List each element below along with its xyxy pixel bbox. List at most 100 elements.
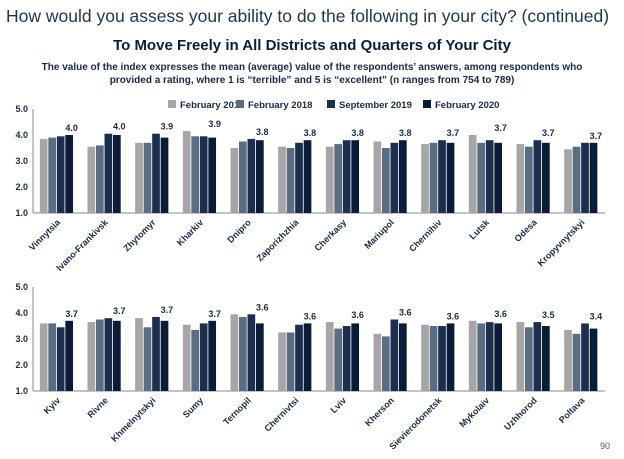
chart-note: The value of the index expresses the mea…: [41, 62, 583, 86]
bar: [564, 329, 572, 391]
chart-subtitle: To Move Freely in All Districts and Quar…: [113, 37, 511, 54]
bar: [191, 136, 200, 213]
bar: [239, 316, 247, 391]
bar: [477, 323, 486, 391]
bar: [182, 131, 191, 213]
bar: [446, 323, 455, 391]
bar: [295, 324, 303, 391]
category-label: Kharkiv: [175, 217, 205, 247]
bar: [373, 333, 382, 391]
bar: [516, 322, 525, 391]
category-label: Rivne: [86, 395, 110, 419]
bar: [239, 141, 247, 213]
data-label: 3.7: [161, 305, 174, 315]
y-tick-label: 2.0: [15, 360, 28, 370]
bar: [542, 326, 550, 391]
bar: [247, 314, 256, 391]
category-label: Poltava: [557, 395, 587, 425]
bar: [256, 140, 264, 213]
bar: [208, 320, 217, 391]
legend-swatch: [168, 100, 176, 108]
bar: [325, 322, 334, 391]
data-label: 4.0: [65, 123, 78, 133]
bar: [160, 320, 169, 391]
legend-label: February 2017: [180, 100, 244, 111]
bar: [48, 323, 57, 391]
bar: [429, 326, 438, 391]
legend-label: February 2018: [248, 100, 312, 111]
data-label: 3.5: [542, 310, 555, 320]
bar: [581, 323, 589, 391]
data-label: 3.7: [113, 306, 126, 316]
bar: [143, 327, 152, 391]
bar: [382, 336, 390, 391]
bar: [572, 146, 581, 213]
category-label: Khmelnytskyi: [109, 395, 157, 443]
data-label: 3.6: [304, 311, 317, 321]
bar: [533, 322, 542, 391]
bar: [286, 148, 295, 213]
bar: [525, 146, 533, 213]
bar: [438, 326, 446, 391]
bar: [373, 141, 382, 213]
category-label: Chernivtsi: [262, 395, 300, 433]
bar: [96, 145, 104, 213]
y-tick-label: 2.0: [15, 182, 28, 192]
category-label: Mariupol: [362, 217, 396, 251]
data-label: 3.6: [494, 309, 507, 319]
y-tick-label: 1.0: [15, 208, 28, 218]
bar: [589, 328, 598, 391]
bar: [199, 323, 208, 391]
y-tick-label: 3.0: [15, 156, 28, 166]
legend-swatch: [236, 100, 244, 108]
bar: [160, 137, 169, 213]
category-label: Lviv: [328, 395, 348, 415]
bar: [104, 133, 113, 213]
data-label: 4.0: [113, 122, 126, 132]
bar: [342, 326, 351, 391]
bar: [113, 320, 121, 391]
bar: [334, 328, 343, 391]
bar: [39, 138, 48, 213]
bar: [351, 140, 360, 213]
category-label: Lutsk: [467, 217, 492, 242]
bar: [278, 332, 286, 391]
data-label: 3.7: [494, 123, 507, 133]
bar: [104, 318, 113, 391]
bar: [65, 320, 74, 391]
legend-label: February 2020: [435, 100, 499, 111]
legend-swatch: [423, 100, 431, 108]
bar: [87, 322, 96, 391]
legend-label: September 2019: [339, 100, 412, 111]
bar: [382, 148, 390, 213]
bar: [135, 142, 143, 213]
bar: [485, 140, 494, 213]
bar: [56, 136, 65, 213]
bar: [438, 140, 446, 213]
bar: [525, 327, 533, 391]
bar: [446, 142, 455, 213]
bar: [334, 144, 343, 213]
y-tick-label: 4.0: [15, 308, 28, 318]
bar: [152, 316, 160, 391]
bar: [421, 144, 429, 213]
bar: [247, 138, 256, 213]
category-label: Kyiv: [42, 395, 63, 416]
data-label: 3.6: [447, 311, 460, 321]
category-label: Kherson: [363, 395, 396, 428]
bar: [87, 146, 96, 213]
bar: [564, 149, 572, 213]
bar: [390, 319, 399, 391]
bar: [230, 148, 239, 213]
data-label: 3.6: [399, 308, 412, 318]
category-label: Ivano-Frankivsk: [54, 217, 110, 273]
data-label: 3.7: [542, 128, 555, 138]
bar: [286, 332, 295, 391]
bar: [56, 327, 65, 391]
slide-title: How would you assess your ability to do …: [6, 6, 610, 26]
data-label: 3.9: [208, 119, 221, 129]
bar: [303, 323, 312, 391]
data-label: 3.9: [161, 122, 174, 132]
category-label: Uzhhorod: [502, 395, 539, 432]
